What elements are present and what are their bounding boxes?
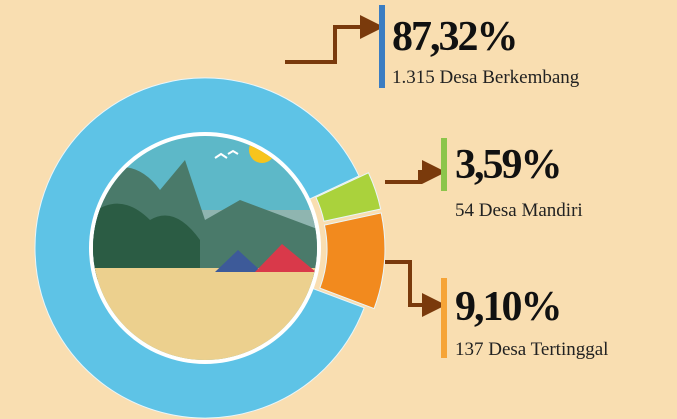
- category-label: 137 Desa Tertinggal: [455, 339, 608, 360]
- percent-label: 3,59%: [455, 142, 561, 188]
- label-bar: [441, 278, 447, 358]
- category-label: 1.315 Desa Berkembang: [392, 67, 580, 88]
- percent-label: 9,10%: [455, 284, 561, 330]
- donut-slice: [315, 172, 382, 222]
- scene-illustration: [89, 132, 321, 364]
- connectors: [285, 15, 446, 317]
- label-bar: [441, 138, 447, 191]
- category-label: 54 Desa Mandiri: [455, 200, 583, 221]
- donut-slice: [319, 212, 386, 310]
- percent-label: 87,32%: [392, 14, 517, 60]
- label-bar: [379, 5, 385, 88]
